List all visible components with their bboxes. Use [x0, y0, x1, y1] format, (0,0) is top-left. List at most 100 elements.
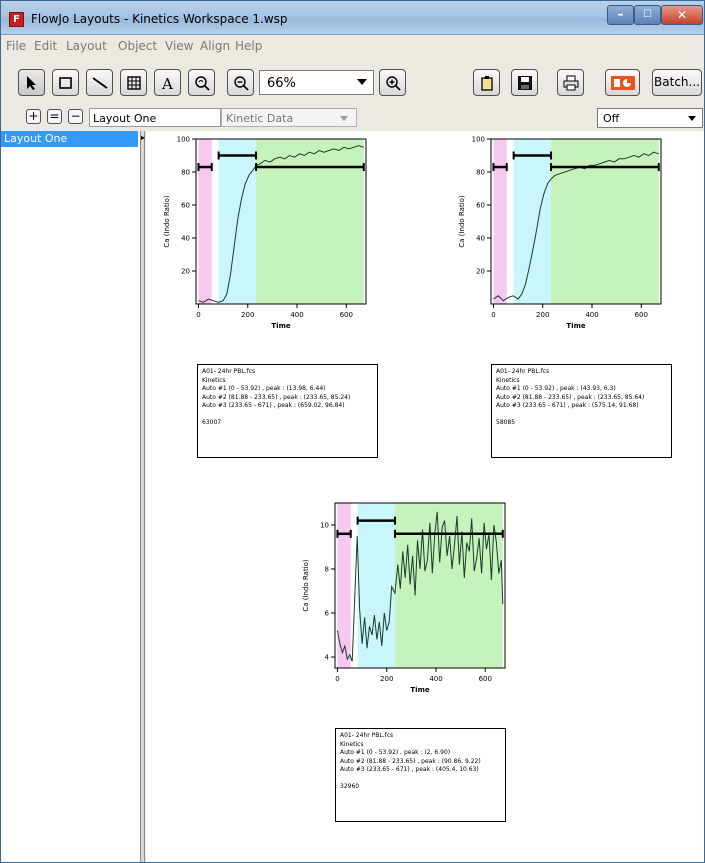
menu-edit[interactable]: Edit [34, 39, 58, 53]
legend-line [202, 411, 373, 419]
maximize-button[interactable]: ☐ [634, 5, 661, 25]
zoom-in-button[interactable] [379, 69, 406, 96]
kinetic-plot-2[interactable]: 0 200 400 600 20 40 60 80 100 Time Ca (Indo Ratio) [446, 133, 671, 348]
select-tool-button[interactable] [18, 69, 45, 96]
text-tool-button[interactable]: A [154, 69, 181, 96]
panel-splitter[interactable]: ▸ [141, 131, 145, 862]
text-icon: A [161, 75, 173, 91]
gate-region-2 [357, 503, 396, 668]
data-series-line [198, 145, 364, 303]
menu-layout[interactable]: Layout [66, 39, 107, 53]
x-tick-label: 200 [536, 311, 549, 319]
y-tick-label: 100 [472, 136, 485, 144]
minimize-button[interactable]: – [607, 5, 634, 25]
plot-frame [334, 502, 506, 669]
close-button[interactable]: ✕ [661, 5, 703, 25]
line-tool-button[interactable] [86, 69, 113, 96]
y-tick-label: 40 [181, 235, 190, 243]
collapse-arrow-icon[interactable]: ▸ [141, 133, 146, 142]
kinetic-data-select[interactable]: Kinetic Data [221, 108, 357, 127]
menu-file[interactable]: File [6, 39, 27, 53]
print-button[interactable] [557, 69, 584, 96]
x-tick-label: 0 [335, 675, 339, 683]
x-tick-label: 600 [479, 675, 492, 683]
legend-line: Kinetics [340, 740, 364, 748]
layout-name-field[interactable]: Layout One [89, 108, 221, 127]
flowjo-logo-icon: F [9, 12, 24, 27]
remove-layout-button[interactable]: − [68, 109, 83, 124]
gate-region-2 [513, 139, 552, 304]
y-tick-label: 100 [177, 136, 190, 144]
legend-line: Kinetics [496, 376, 520, 384]
legend-line: 63007 [202, 418, 222, 426]
x-tick-label: 0 [491, 311, 495, 319]
zoom-out-button[interactable] [227, 69, 254, 96]
x-tick-label: 400 [429, 675, 442, 683]
gate-region-1 [198, 139, 212, 304]
x-tick-label: 200 [380, 675, 393, 683]
plot-frame [195, 138, 367, 305]
gate-region-1 [493, 139, 507, 304]
rectangle-tool-button[interactable] [52, 69, 79, 96]
legend-line: 58085 [496, 418, 516, 426]
title-bar[interactable]: F FlowJo Layouts - Kinetics Workspace 1.… [1, 1, 704, 35]
x-axis-label: Time [271, 322, 290, 330]
magnify-tool-button[interactable] [188, 69, 215, 96]
add-layout-button[interactable]: + [26, 109, 41, 124]
menu-help[interactable]: Help [235, 39, 263, 53]
zoom-out-icon [234, 76, 249, 91]
plot-2-svg: 0 200 400 600 20 40 60 80 100 Time Ca (Indo Ratio) [458, 136, 662, 330]
off-select[interactable]: Off [597, 108, 703, 128]
table-icon [127, 76, 141, 90]
magnify-icon [195, 76, 210, 91]
y-tick-label: 60 [476, 202, 485, 210]
plot-2-legend[interactable]: A01- 24hr PBL.fcs Kinetics Auto #1 (0 - … [491, 364, 672, 458]
legend-line: Auto #2 (81.88 - 233.65) , peak : (233.6… [496, 393, 645, 401]
layout-bar: + = − Layout One Kinetic Data Off [1, 107, 704, 129]
menu-view[interactable]: View [165, 39, 194, 53]
zoom-select[interactable]: 66% [259, 70, 374, 95]
save-button[interactable] [511, 69, 538, 96]
x-tick-label: 600 [340, 311, 353, 319]
kinetic-plot-3[interactable]: 0 200 400 600 4 6 8 10 Time Ca (Indo Ratio) [290, 497, 515, 712]
y-axis-label: Ca (Indo Ratio) [458, 195, 466, 248]
x-axis-label: Time [410, 686, 429, 694]
duplicate-layout-button[interactable]: = [47, 109, 62, 124]
legend-line: A01- 24hr PBL.fcs [202, 368, 256, 375]
line-icon [92, 77, 108, 89]
powerpoint-button[interactable] [605, 69, 640, 96]
legend-line: Auto #1 (0 - 53.92) , peak : (43.93, 6.3… [496, 385, 616, 392]
sidebar-item-layout-one[interactable]: Layout One [1, 131, 138, 147]
print-icon [563, 75, 579, 91]
menu-align[interactable]: Align [200, 39, 231, 53]
kinetic-plot-1[interactable]: 0 200 400 600 20 40 60 80 100 Time Ca (Indo Ratio) [151, 133, 376, 348]
y-tick-label: 10 [320, 522, 329, 530]
legend-line: Kinetics [202, 376, 226, 384]
gate-region-3 [395, 503, 503, 668]
powerpoint-icon [611, 76, 635, 90]
plot-1-legend[interactable]: A01- 24hr PBL.fcs Kinetics Auto #1 (0 - … [197, 364, 378, 458]
x-tick-label: 400 [290, 311, 303, 319]
table-tool-button[interactable] [120, 69, 147, 96]
y-tick-label: 4 [325, 654, 330, 662]
minimize-icon: – [617, 7, 624, 21]
arrow-icon [27, 76, 36, 90]
maximize-icon: ☐ [643, 9, 652, 20]
zoom-value: 66% [267, 76, 296, 91]
clipboard-button[interactable] [473, 69, 500, 96]
y-tick-label: 8 [325, 566, 329, 574]
clipboard-icon [481, 76, 493, 91]
legend-line: A01- 24hr PBL.fcs [496, 368, 550, 375]
menu-bar: File Edit Layout Object View Align Help [1, 36, 704, 56]
menu-object[interactable]: Object [118, 39, 158, 53]
batch-button[interactable]: Batch... [652, 69, 702, 96]
svg-text:A: A [161, 75, 173, 91]
y-tick-label: 20 [476, 268, 485, 276]
rectangle-icon [59, 77, 72, 89]
chevron-down-icon [340, 116, 348, 121]
layout-canvas[interactable]: 0 200 400 600 20 40 60 80 100 Time Ca (Indo Ratio)… [146, 131, 704, 862]
plot-3-legend[interactable]: A01- 24hr PBL.fcs Kinetics Auto #1 (0 - … [335, 728, 506, 822]
window-title: FlowJo Layouts - Kinetics Workspace 1.ws… [31, 12, 288, 26]
data-series-line [493, 151, 659, 302]
